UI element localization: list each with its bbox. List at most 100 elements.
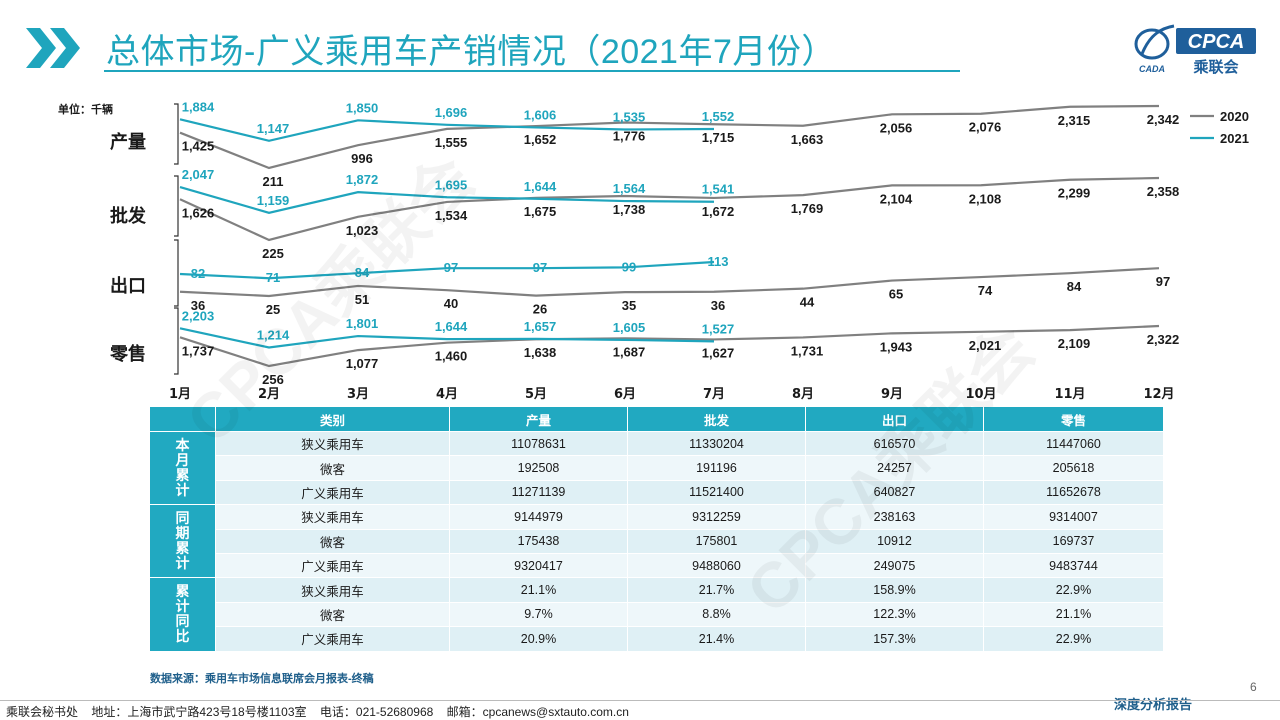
data-label-2020: 1,675: [524, 204, 557, 219]
table-row: 广义乘用车 20.9% 21.4% 157.3% 22.9%: [150, 626, 1164, 652]
table-header-cell: 零售: [983, 406, 1164, 432]
series-line-2020: [179, 176, 1160, 242]
data-label-2020: 1,672: [702, 204, 735, 219]
x-tick-label: 5月: [525, 387, 547, 402]
table-row: 广义乘用车 9320417 9488060 249075 9483744: [150, 552, 1164, 579]
data-label-2021: 1,644: [435, 319, 468, 334]
table-cell: 175438: [449, 528, 628, 554]
data-label-2021: 1,541: [702, 182, 735, 197]
table-cell: 157.3%: [805, 626, 984, 652]
data-label-2021: 1,527: [702, 321, 735, 336]
legend-label: 2020: [1220, 109, 1249, 124]
table-cell: 20.9%: [449, 626, 628, 652]
panel-bracket: [174, 307, 179, 375]
logo-subtitle: 乘联会: [1192, 58, 1238, 76]
table-cell: 158.9%: [805, 577, 984, 603]
x-tick-label: 1月: [169, 387, 191, 402]
table-group-label: 累计同比: [149, 577, 216, 652]
table-cell: 21.1%: [983, 601, 1164, 628]
data-label-2020: 97: [1156, 274, 1170, 289]
table-cell: 238163: [805, 504, 984, 530]
table-cell: 9320417: [449, 552, 628, 579]
footer-divider: [0, 700, 1280, 701]
table-cell: 9483744: [983, 552, 1164, 579]
footer-address: 地址：上海市武宁路423号18号楼1103室: [91, 705, 307, 719]
data-label-2021: 2,203: [182, 308, 215, 323]
logo-text: CPCA: [1188, 31, 1245, 53]
data-label-2020: 225: [262, 246, 284, 261]
page-number: 6: [1250, 680, 1257, 694]
table-cell: 9144979: [449, 504, 628, 530]
cumulative-data-table: 类别 产量 批发 出口 零售 本月累计狭义乘用车 11078631 11330204…: [149, 406, 1164, 652]
table-row: 本月累计狭义乘用车 11078631 11330204 616570 11447060: [149, 430, 1164, 506]
table-row-category: 广义乘用车: [215, 479, 450, 506]
table-cell: 21.7%: [627, 577, 806, 603]
data-label-2020: 2,076: [969, 120, 1002, 135]
data-label-2020: 1,627: [702, 345, 735, 360]
data-label-2021: 97: [444, 260, 458, 275]
data-label-2020: 1,731: [791, 343, 824, 358]
report-tag: 深度分析报告: [1114, 698, 1193, 713]
data-label-2021: 1,564: [613, 181, 646, 196]
x-tick-label: 9月: [881, 387, 903, 402]
table-row: 微客 9.7% 8.8% 122.3% 21.1%: [150, 601, 1164, 628]
table-cell: 249075: [805, 552, 984, 579]
table-cell: 9312259: [627, 504, 806, 530]
data-label-2020: 256: [262, 372, 284, 387]
data-label-2020: 2,021: [969, 338, 1002, 353]
table-row-category: 广义乘用车: [215, 552, 450, 579]
data-label-2020: 65: [889, 287, 903, 302]
table-header-row: 类别 产量 批发 出口 零售: [149, 406, 1164, 432]
series-line-2020: [179, 104, 1160, 170]
data-label-2020: 44: [800, 295, 815, 310]
data-label-2020: 2,342: [1147, 112, 1180, 127]
series-line-2021: [179, 327, 715, 349]
table-group-label: 本月累计: [149, 430, 216, 506]
data-label-2021: 1,696: [435, 105, 468, 120]
data-label-2020: 2,108: [969, 191, 1002, 206]
data-label-2021: 1,850: [346, 100, 379, 115]
x-tick-label: 8月: [792, 387, 814, 402]
data-label-2020: 1,555: [435, 135, 468, 150]
data-label-2021: 1,644: [524, 179, 557, 194]
table-group-label: 同期累计: [149, 504, 216, 579]
table-cell: 11447060: [983, 430, 1164, 457]
table-cell: 11521400: [627, 479, 806, 506]
data-label-2020: 1,626: [182, 205, 215, 220]
data-label-2020: 36: [711, 298, 725, 313]
table-cell: 8.8%: [627, 601, 806, 628]
data-label-2021: 1,695: [435, 177, 468, 192]
table-row-category: 广义乘用车: [215, 626, 450, 652]
data-label-2020: 26: [533, 302, 547, 317]
data-label-2021: 1,872: [346, 172, 379, 187]
table-cell: 11330204: [627, 430, 806, 457]
series-line-2021: [179, 118, 715, 142]
series-line-2020: [179, 267, 1160, 298]
panel-label: 产量: [110, 131, 146, 153]
table-row-category: 狭义乘用车: [215, 430, 450, 457]
table-cell: 11271139: [449, 479, 628, 506]
table-row: 微客 175438 175801 10912 169737: [150, 528, 1164, 554]
panel-label: 批发: [110, 205, 147, 227]
table-cell: 175801: [627, 528, 806, 554]
data-label-2020: 1,776: [613, 128, 646, 143]
title-underline: [104, 70, 960, 72]
unit-label: 单位：千辆: [58, 104, 113, 116]
data-label-2020: 1,023: [346, 223, 379, 238]
data-label-2021: 99: [622, 259, 636, 274]
data-label-2021: 1,884: [182, 99, 215, 114]
table-cell: 9488060: [627, 552, 806, 579]
data-label-2020: 2,104: [880, 191, 913, 206]
data-label-2021: 1,552: [702, 109, 735, 124]
x-tick-label: 10月: [965, 387, 996, 402]
data-label-2020: 74: [978, 283, 993, 298]
data-label-2021: 1,147: [257, 121, 290, 136]
data-label-2020: 40: [444, 296, 458, 311]
table-row-category: 狭义乘用车: [215, 504, 450, 530]
panel-bracket: [174, 175, 179, 237]
footer-email: 邮箱：cpcanews@sxtauto.com.cn: [446, 705, 629, 719]
data-label-2020: 2,315: [1058, 113, 1091, 128]
table-cell: 21.4%: [627, 626, 806, 652]
production-sales-line-chart: 产量 1,425 211 996 1,555 1,652 1,776 1,715 1,663 2,…: [109, 99, 1249, 402]
table-cell: 24257: [805, 455, 984, 481]
